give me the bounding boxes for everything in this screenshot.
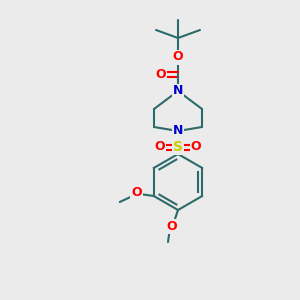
- Text: O: O: [173, 50, 183, 64]
- Text: O: O: [131, 187, 142, 200]
- Text: O: O: [191, 140, 201, 154]
- Text: N: N: [173, 124, 183, 137]
- Text: O: O: [167, 220, 177, 232]
- Text: N: N: [173, 85, 183, 98]
- Text: O: O: [155, 140, 165, 154]
- Text: S: S: [173, 140, 183, 154]
- Text: O: O: [156, 68, 166, 80]
